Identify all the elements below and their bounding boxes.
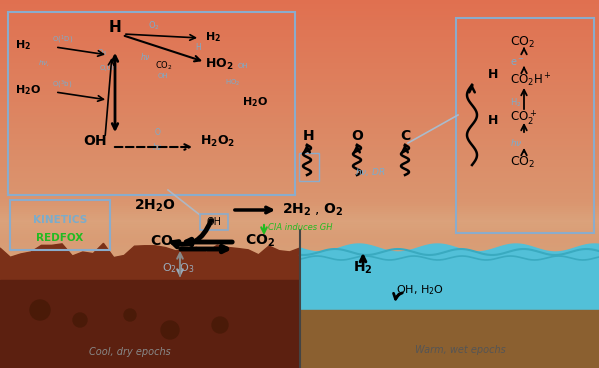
Text: KINETICS: KINETICS <box>33 215 87 225</box>
Bar <box>299 153 319 181</box>
Polygon shape <box>0 243 300 368</box>
Text: $\mathbf{H_2O}$: $\mathbf{H_2O}$ <box>15 83 41 97</box>
Circle shape <box>30 300 50 320</box>
Text: O$_2$,O$_3$: O$_2$,O$_3$ <box>162 261 195 275</box>
Text: $\mathbf{CO}$: $\mathbf{CO}$ <box>150 234 174 248</box>
Text: $\mathbf{H}$: $\mathbf{H}$ <box>302 129 314 143</box>
Text: CO$_2^+$: CO$_2^+$ <box>510 109 537 127</box>
Text: $h\nu$, DR: $h\nu$, DR <box>355 166 385 178</box>
Text: CIA induces GH: CIA induces GH <box>268 223 332 233</box>
Text: $h\nu$: $h\nu$ <box>140 51 151 62</box>
Text: CO$_2$: CO$_2$ <box>510 155 536 170</box>
Text: REDFOX: REDFOX <box>37 233 84 243</box>
Text: $\mathbf{C}$: $\mathbf{C}$ <box>400 129 412 143</box>
Text: HO$_2$: HO$_2$ <box>225 78 240 88</box>
Text: $\mathbf{OH}$: $\mathbf{OH}$ <box>83 134 107 148</box>
Text: CO$_2$: CO$_2$ <box>510 35 536 50</box>
Text: OH: OH <box>207 217 222 227</box>
Text: $\mathbf{H}$: $\mathbf{H}$ <box>108 19 122 35</box>
Text: O$_3$: O$_3$ <box>97 48 107 58</box>
Text: $\mathbf{CO_2}$: $\mathbf{CO_2}$ <box>245 233 275 250</box>
Text: H$_2$: H$_2$ <box>510 97 522 109</box>
Text: H: H <box>195 43 201 52</box>
Text: CO$_2$H$^+$: CO$_2$H$^+$ <box>510 71 552 89</box>
Bar <box>8 12 295 195</box>
Text: $\mathbf{HO_2}$: $\mathbf{HO_2}$ <box>205 57 234 72</box>
Text: O($^1$D): O($^1$D) <box>52 34 73 46</box>
Polygon shape <box>300 244 599 368</box>
Text: e$^-$: e$^-$ <box>510 57 524 67</box>
Text: $\mathbf{2H_2}$ , $\mathbf{O_2}$: $\mathbf{2H_2}$ , $\mathbf{O_2}$ <box>282 202 344 218</box>
Text: CO$_2$: CO$_2$ <box>155 59 173 71</box>
Text: OH: OH <box>238 63 249 69</box>
Text: $\mathbf{H}$: $\mathbf{H}$ <box>487 68 498 81</box>
Text: $\mathbf{H_2}$: $\mathbf{H_2}$ <box>353 260 373 276</box>
Bar <box>10 200 110 250</box>
Text: Cool, dry epochs: Cool, dry epochs <box>89 347 171 357</box>
Text: Warm, wet epochs: Warm, wet epochs <box>415 345 506 355</box>
Text: O,CO: O,CO <box>100 65 118 71</box>
Circle shape <box>212 317 228 333</box>
Circle shape <box>73 313 87 327</box>
Text: $\mathbf{H_2}$: $\mathbf{H_2}$ <box>205 30 221 44</box>
Circle shape <box>161 321 179 339</box>
Text: $\mathbf{H_2O_2}$: $\mathbf{H_2O_2}$ <box>200 134 235 149</box>
Text: $\mathbf{O}$: $\mathbf{O}$ <box>352 129 365 143</box>
Text: O$_2$: O$_2$ <box>148 19 160 32</box>
Polygon shape <box>0 280 300 368</box>
Text: OH: OH <box>158 73 169 79</box>
Text: $\mathbf{H_2}$: $\mathbf{H_2}$ <box>15 38 31 52</box>
Text: OH, H$_2$O: OH, H$_2$O <box>396 283 444 297</box>
Text: O($^3$b): O($^3$b) <box>52 79 72 91</box>
Text: O: O <box>155 128 161 137</box>
Bar <box>200 214 228 230</box>
Text: $h\nu$,: $h\nu$, <box>38 58 50 68</box>
Bar <box>456 18 594 233</box>
Text: $h\nu$: $h\nu$ <box>510 138 522 149</box>
Text: $\mathbf{H_2O}$: $\mathbf{H_2O}$ <box>242 95 268 109</box>
Text: $\mathbf{H}$: $\mathbf{H}$ <box>487 113 498 127</box>
Text: $\mathbf{2H_2O}$: $\mathbf{2H_2O}$ <box>134 198 176 215</box>
Text: $h\nu$: $h\nu$ <box>152 141 163 152</box>
Polygon shape <box>300 310 599 368</box>
Circle shape <box>124 309 136 321</box>
